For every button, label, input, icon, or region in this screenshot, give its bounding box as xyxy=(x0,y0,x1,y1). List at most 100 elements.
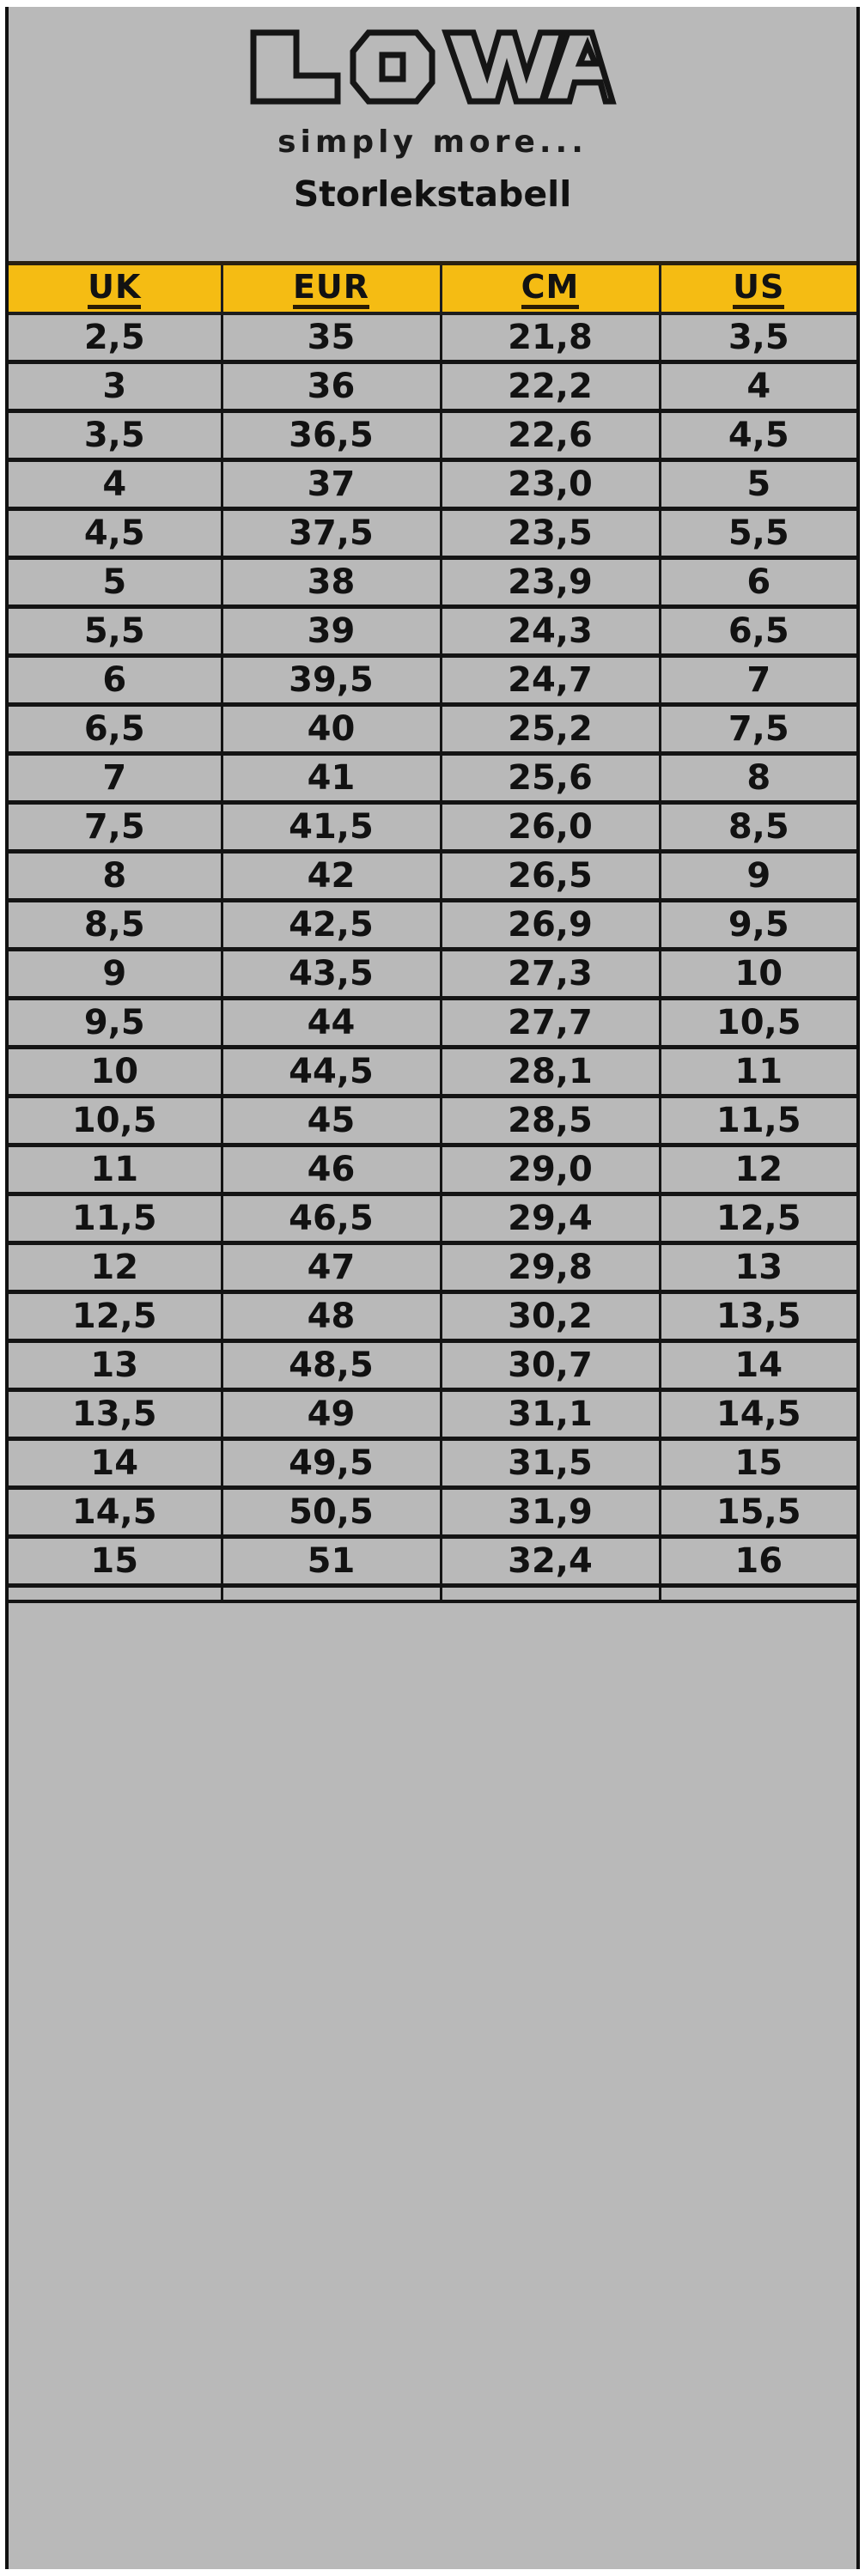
cell-uk: 6 xyxy=(9,655,223,707)
cell-uk: 14,5 xyxy=(9,1487,223,1539)
cell-uk: 10,5 xyxy=(9,1096,223,1147)
table-row: 3,5 36,5 22,6 4,5 xyxy=(9,410,856,462)
cell-uk: 11,5 xyxy=(9,1194,223,1245)
cell-eur: 41,5 xyxy=(222,802,442,854)
cell-uk: 4 xyxy=(9,459,223,511)
cell-cm: 31,9 xyxy=(441,1487,661,1539)
cell-eur: 42 xyxy=(222,851,442,902)
table-row: 5,5 39 24,3 6,5 xyxy=(9,606,856,658)
cell-uk: 3,5 xyxy=(9,410,223,462)
brand-header: simply more... Storlekstabell xyxy=(9,7,856,261)
table-row: 12,5 48 30,2 13,5 xyxy=(9,1291,856,1343)
table-row: 7 41 25,6 8 xyxy=(9,753,856,805)
cell-eur: 42,5 xyxy=(222,900,442,951)
cell-cm: 28,5 xyxy=(441,1096,661,1147)
table-row: 10,5 45 28,5 11,5 xyxy=(9,1096,856,1147)
cell-uk: 5 xyxy=(9,557,223,609)
cell-us: 4 xyxy=(660,361,856,413)
cell-cm: 25,6 xyxy=(441,753,661,805)
cell-us: 16 xyxy=(660,1536,856,1588)
cell-uk: 12 xyxy=(9,1242,223,1294)
cell-cm: 30,7 xyxy=(441,1340,661,1392)
cell-uk: 2,5 xyxy=(9,313,223,364)
cell-cm: 22,2 xyxy=(441,361,661,413)
cell-cm: 23,5 xyxy=(441,508,661,560)
cell-cm: 23,9 xyxy=(441,557,661,609)
cell-cm: 24,7 xyxy=(441,655,661,707)
cell-us: 3,5 xyxy=(660,313,856,364)
cell-cm: 24,3 xyxy=(441,606,661,658)
cell-cm: 31,5 xyxy=(441,1438,661,1490)
cell-us: 11,5 xyxy=(660,1096,856,1147)
cell-eur xyxy=(222,1585,442,1603)
cell-eur: 44 xyxy=(222,998,442,1049)
cell-eur: 45 xyxy=(222,1096,442,1147)
cell-eur: 46,5 xyxy=(222,1194,442,1245)
cell-cm: 27,7 xyxy=(441,998,661,1049)
table-row: 5 38 23,9 6 xyxy=(9,557,856,609)
page-title: Storlekstabell xyxy=(293,173,572,215)
cell-cm: 25,2 xyxy=(441,704,661,756)
cell-uk: 7,5 xyxy=(9,802,223,854)
cell-eur: 37,5 xyxy=(222,508,442,560)
cell-uk: 7 xyxy=(9,753,223,805)
cell-cm: 29,8 xyxy=(441,1242,661,1294)
cell-us: 10,5 xyxy=(660,998,856,1049)
cell-eur: 48 xyxy=(222,1291,442,1343)
table-row: 11,5 46,5 29,4 12,5 xyxy=(9,1194,856,1245)
table-row: 4,5 37,5 23,5 5,5 xyxy=(9,508,856,560)
cell-cm: 26,5 xyxy=(441,851,661,902)
cell-us: 5 xyxy=(660,459,856,511)
table-body: 2,5 35 21,8 3,5 3 36 22,2 4 3,5 36,5 22,6 4,5 4 37 23,… xyxy=(9,313,856,1603)
cell-us: 6 xyxy=(660,557,856,609)
cell-uk: 13,5 xyxy=(9,1389,223,1441)
cell-cm: 23,0 xyxy=(441,459,661,511)
table-row: 12 47 29,8 13 xyxy=(9,1242,856,1294)
cell-cm: 26,9 xyxy=(441,900,661,951)
cell-eur: 50,5 xyxy=(222,1487,442,1539)
cell-eur: 51 xyxy=(222,1536,442,1588)
cell-us: 9 xyxy=(660,851,856,902)
cell-uk: 5,5 xyxy=(9,606,223,658)
cell-us: 4,5 xyxy=(660,410,856,462)
cell-cm: 29,0 xyxy=(441,1145,661,1196)
cell-cm: 21,8 xyxy=(441,313,661,364)
cell-eur: 44,5 xyxy=(222,1047,442,1098)
cell-us: 9,5 xyxy=(660,900,856,951)
chart-frame: simply more... Storlekstabell UK EUR CM … xyxy=(5,7,860,2569)
cell-cm: 28,1 xyxy=(441,1047,661,1098)
cell-eur: 35 xyxy=(222,313,442,364)
cell-uk: 11 xyxy=(9,1145,223,1196)
cell-us: 13 xyxy=(660,1242,856,1294)
cell-uk: 12,5 xyxy=(9,1291,223,1343)
column-header-eur: EUR xyxy=(222,261,442,315)
cell-eur: 41 xyxy=(222,753,442,805)
cell-uk: 3 xyxy=(9,361,223,413)
cell-uk: 15 xyxy=(9,1536,223,1588)
table-row: 6 39,5 24,7 7 xyxy=(9,655,856,707)
cell-cm: 30,2 xyxy=(441,1291,661,1343)
cell-eur: 39 xyxy=(222,606,442,658)
table-row: 2,5 35 21,8 3,5 xyxy=(9,313,856,364)
cell-eur: 40 xyxy=(222,704,442,756)
table-row: 13 48,5 30,7 14 xyxy=(9,1340,856,1392)
cell-uk: 6,5 xyxy=(9,704,223,756)
table-row: 4 37 23,0 5 xyxy=(9,459,856,511)
cell-us: 7 xyxy=(660,655,856,707)
cell-us: 5,5 xyxy=(660,508,856,560)
cell-uk: 8,5 xyxy=(9,900,223,951)
column-header-uk: UK xyxy=(9,261,223,315)
cell-uk: 9,5 xyxy=(9,998,223,1049)
cell-eur: 48,5 xyxy=(222,1340,442,1392)
cell-us: 12,5 xyxy=(660,1194,856,1245)
table-row: 14 49,5 31,5 15 xyxy=(9,1438,856,1490)
cell-cm: 32,4 xyxy=(441,1536,661,1588)
table-row: 15 51 32,4 16 xyxy=(9,1536,856,1588)
cell-us: 12 xyxy=(660,1145,856,1196)
column-header-cm: CM xyxy=(441,261,661,315)
cell-uk: 10 xyxy=(9,1047,223,1098)
cell-uk: 13 xyxy=(9,1340,223,1392)
cell-us xyxy=(660,1585,856,1603)
cell-cm xyxy=(441,1585,661,1603)
cell-eur: 43,5 xyxy=(222,949,442,1000)
